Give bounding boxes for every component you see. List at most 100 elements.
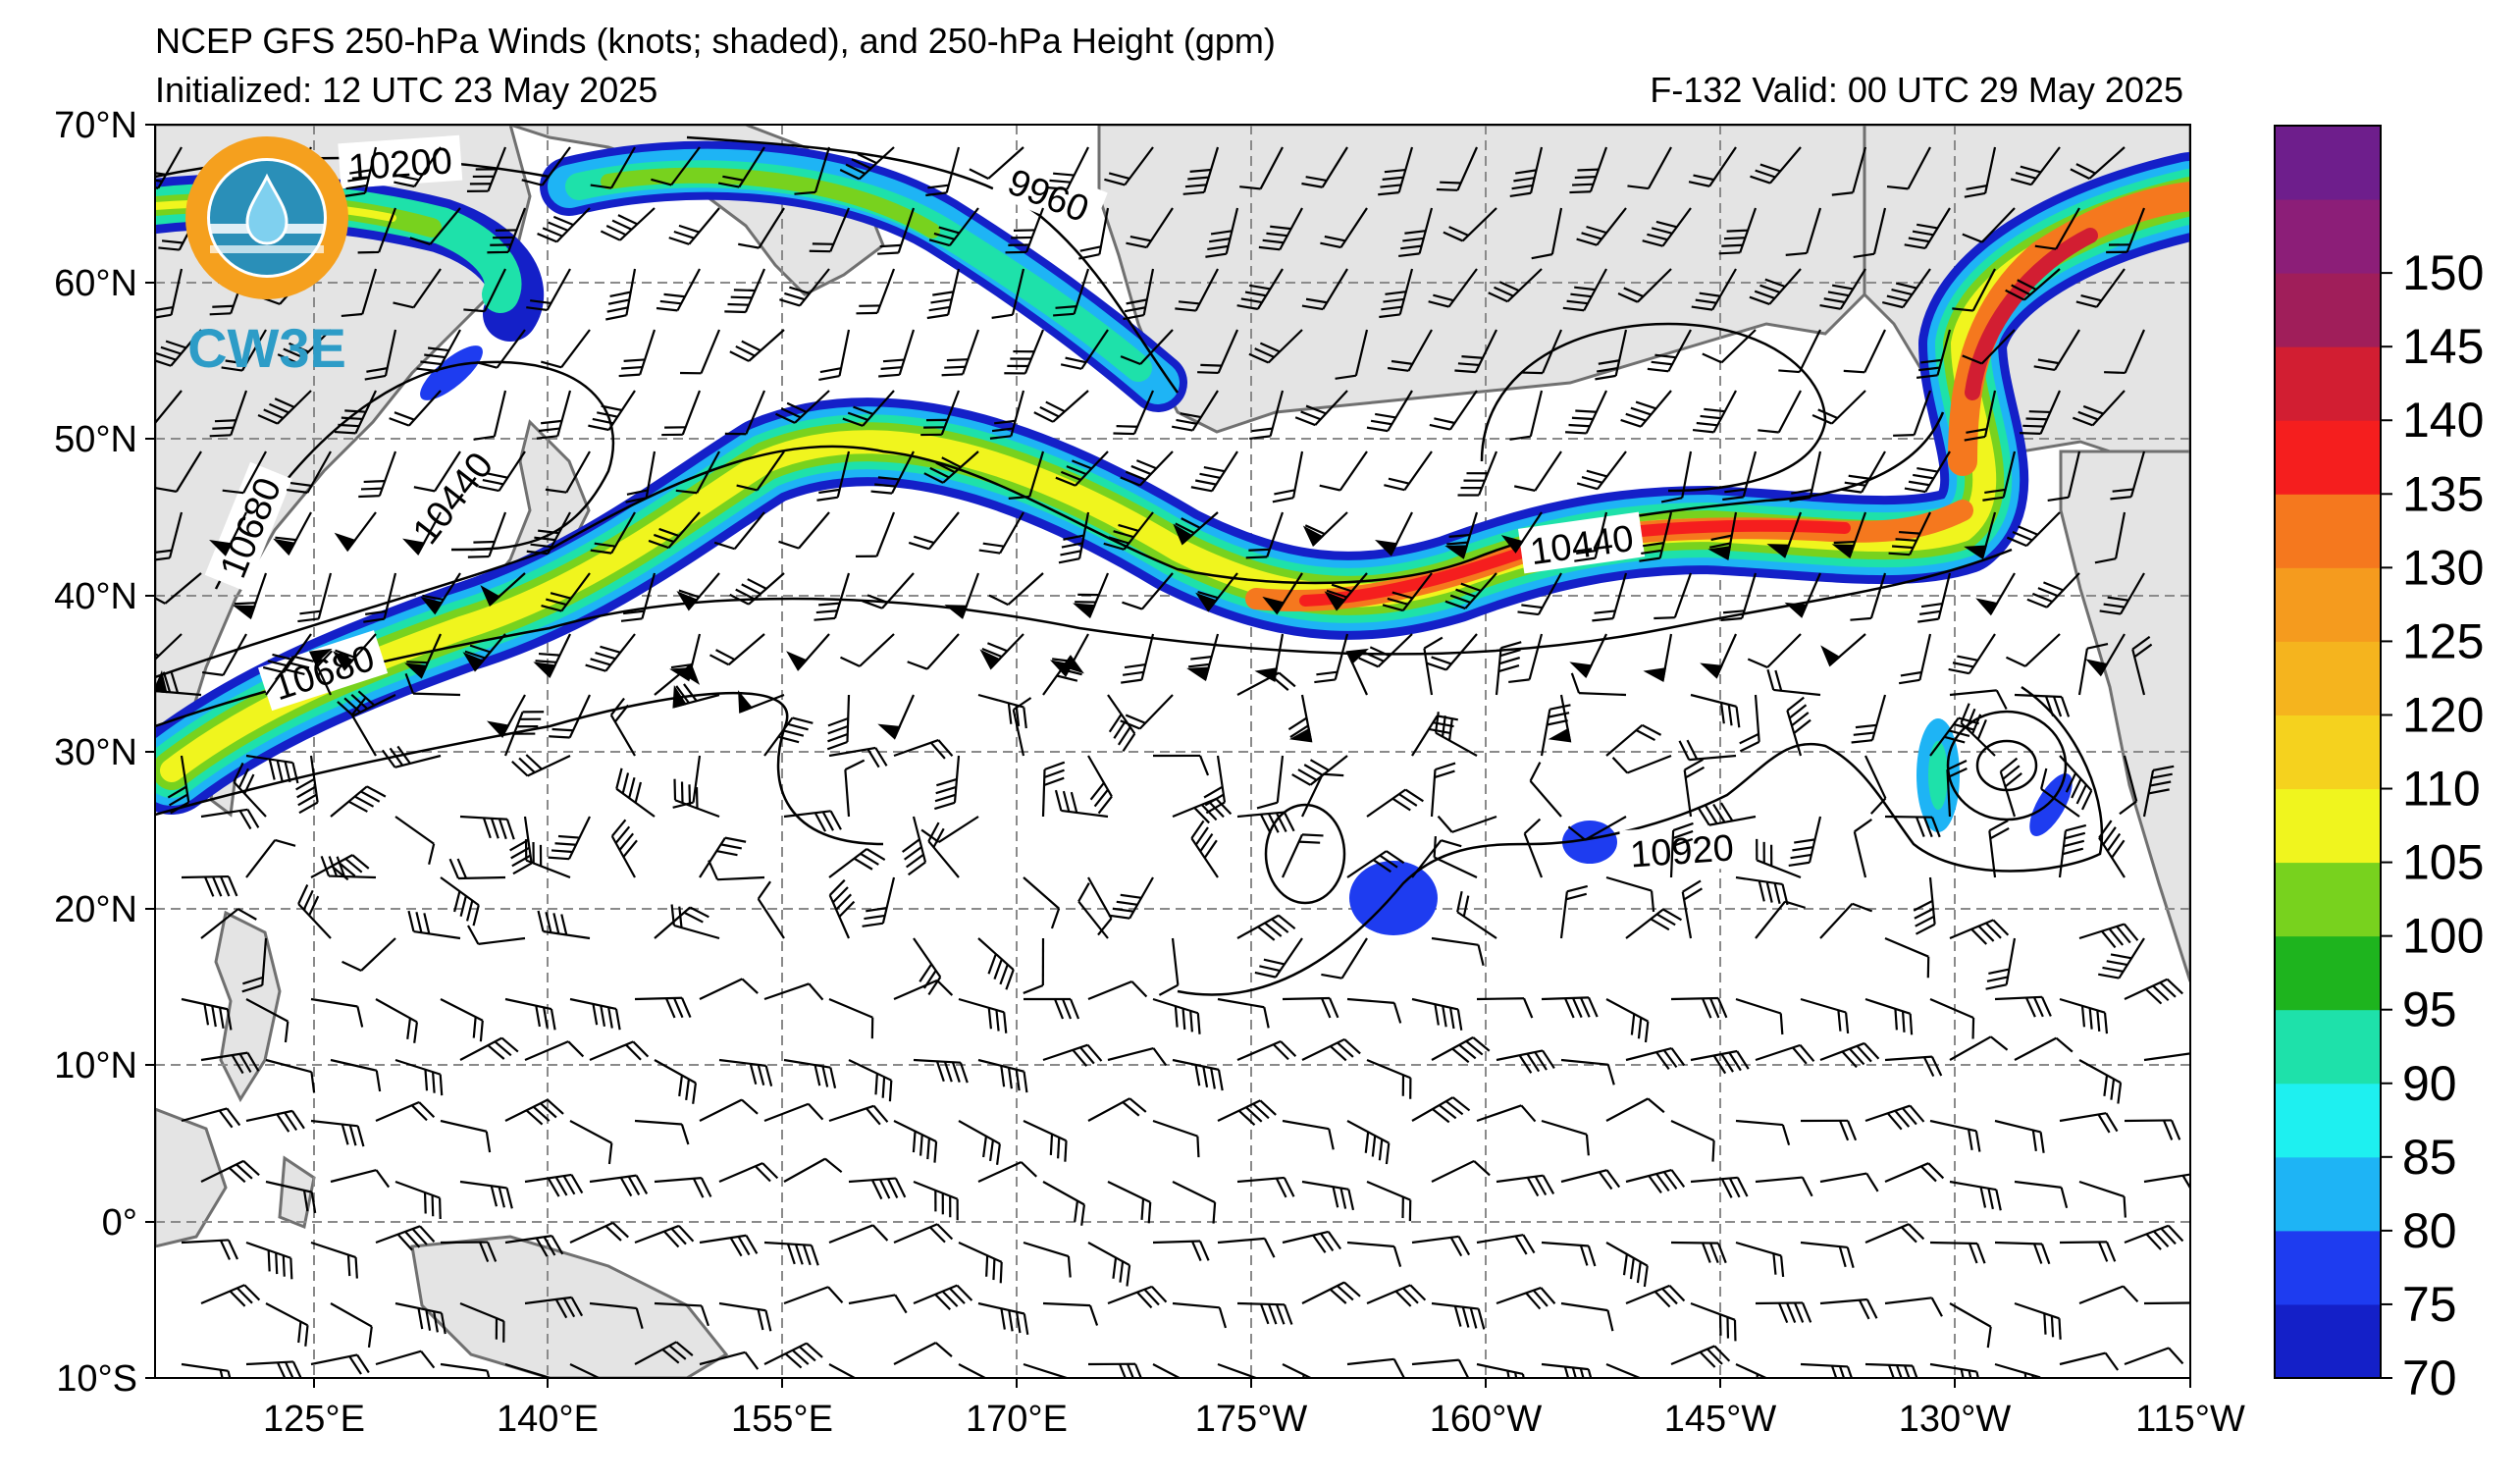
colorbar-swatch bbox=[2275, 567, 2381, 642]
wind-barb bbox=[486, 694, 526, 738]
wind-barb bbox=[590, 511, 636, 555]
contour-label-10200: 10200 bbox=[347, 140, 453, 188]
wind-barb bbox=[958, 1120, 1001, 1165]
wind-barb bbox=[1994, 1241, 2051, 1265]
wind-barb bbox=[2005, 268, 2061, 301]
wind-barb bbox=[2014, 693, 2071, 717]
wind-barb bbox=[913, 1284, 973, 1310]
wind-barb bbox=[181, 1362, 235, 1378]
wind-barb bbox=[297, 884, 332, 939]
wind-barb bbox=[855, 511, 896, 557]
wind-barb bbox=[1366, 1284, 1427, 1307]
wind-barb bbox=[1800, 1362, 1856, 1378]
colorbar-label: 70 bbox=[2402, 1351, 2457, 1405]
wind-barb bbox=[1434, 712, 1478, 757]
wind-barb bbox=[533, 633, 571, 679]
wind-barb bbox=[357, 207, 397, 254]
wind-barb bbox=[893, 979, 954, 1001]
wind-barb bbox=[1045, 146, 1089, 190]
wind-barb bbox=[334, 390, 377, 435]
wind-barb bbox=[245, 754, 299, 784]
wind-barb bbox=[241, 937, 268, 993]
lat-label: 30°N bbox=[54, 732, 137, 773]
wind-barb bbox=[828, 878, 856, 939]
wind-barb bbox=[913, 1058, 969, 1084]
wind-barb bbox=[670, 904, 720, 940]
wind-barb bbox=[1175, 268, 1219, 312]
wind-barb bbox=[478, 450, 526, 493]
wind-barb bbox=[699, 1234, 759, 1257]
wind-barb bbox=[713, 511, 765, 551]
wind-barb bbox=[1005, 207, 1045, 254]
wind-barb bbox=[1055, 450, 1109, 487]
wind-barb bbox=[589, 1174, 649, 1197]
wind-barb bbox=[1670, 1345, 1731, 1368]
wind-barb bbox=[585, 633, 636, 672]
wind-barb bbox=[1831, 511, 1867, 559]
wind-barb bbox=[2020, 390, 2062, 435]
wind-barb bbox=[1964, 146, 1997, 198]
wind-blob bbox=[420, 345, 483, 400]
wind-barb bbox=[724, 390, 766, 436]
wind-barb bbox=[1611, 754, 1672, 774]
wind-barb bbox=[524, 1040, 585, 1062]
wind-barb bbox=[526, 268, 571, 312]
initialized-time: Initialized: 12 UTC 23 May 2025 bbox=[155, 70, 658, 110]
wind-barb bbox=[341, 937, 396, 972]
wind-barb bbox=[1042, 1043, 1103, 1067]
wind-barb bbox=[1670, 1120, 1715, 1162]
wind-barb bbox=[1023, 1241, 1072, 1278]
colorbar-swatch bbox=[2275, 346, 2381, 421]
wind-barb bbox=[934, 755, 961, 811]
wind-barb bbox=[1060, 329, 1109, 370]
wind-barb bbox=[1107, 694, 1136, 753]
wind-blob bbox=[1928, 741, 1948, 810]
wind-barb bbox=[828, 1363, 871, 1378]
wind-barb bbox=[1476, 1234, 1536, 1255]
wind-barb bbox=[1916, 329, 1952, 379]
wind-barb bbox=[1562, 268, 1607, 312]
wind-barb bbox=[549, 694, 591, 739]
wind-barb bbox=[816, 450, 851, 502]
wind-barb bbox=[1301, 1180, 1355, 1211]
wind-barb bbox=[545, 450, 591, 494]
wind-barb bbox=[245, 838, 296, 878]
wind-barb bbox=[907, 633, 960, 670]
wind-barb bbox=[1670, 996, 1728, 1019]
wind-barb bbox=[680, 329, 721, 375]
wind-barb bbox=[1819, 1041, 1880, 1069]
wind-barb bbox=[1171, 390, 1219, 432]
wind-barb bbox=[167, 755, 190, 815]
wind-barb bbox=[1960, 703, 1996, 757]
wind-barb bbox=[1625, 908, 1683, 939]
wind-barb bbox=[620, 572, 656, 622]
wind-barb bbox=[1431, 1159, 1491, 1183]
wind-barb bbox=[569, 997, 621, 1031]
wind-barb bbox=[1387, 329, 1433, 372]
wind-barb bbox=[245, 1109, 305, 1133]
wind-barb bbox=[2006, 511, 2061, 548]
wind-barb bbox=[569, 1363, 613, 1378]
wind-barb bbox=[1033, 390, 1089, 423]
wind-barb bbox=[2072, 390, 2126, 427]
wind-barb bbox=[1620, 390, 1672, 428]
wind-barb bbox=[1077, 882, 1109, 939]
wind-barb bbox=[908, 511, 960, 551]
wind-barb bbox=[1985, 937, 2017, 990]
wind-barb bbox=[1120, 450, 1174, 487]
wind-barb bbox=[2143, 1052, 2190, 1073]
wind-barb bbox=[201, 633, 247, 676]
wind-barb bbox=[783, 1286, 844, 1305]
wind-barb bbox=[1683, 758, 1706, 818]
wind-barb bbox=[1964, 511, 1997, 560]
wind-barb bbox=[404, 633, 443, 679]
wind-barb bbox=[1509, 390, 1544, 441]
wind-barb bbox=[1625, 1284, 1686, 1308]
wind-barb bbox=[763, 1102, 824, 1123]
wind-barb bbox=[569, 1221, 629, 1244]
wind-barb bbox=[1375, 511, 1413, 556]
wind-barb bbox=[1301, 1281, 1361, 1304]
wind-barb bbox=[893, 1223, 954, 1245]
wind-barb bbox=[1428, 268, 1478, 308]
wind-barb bbox=[1411, 1235, 1471, 1257]
